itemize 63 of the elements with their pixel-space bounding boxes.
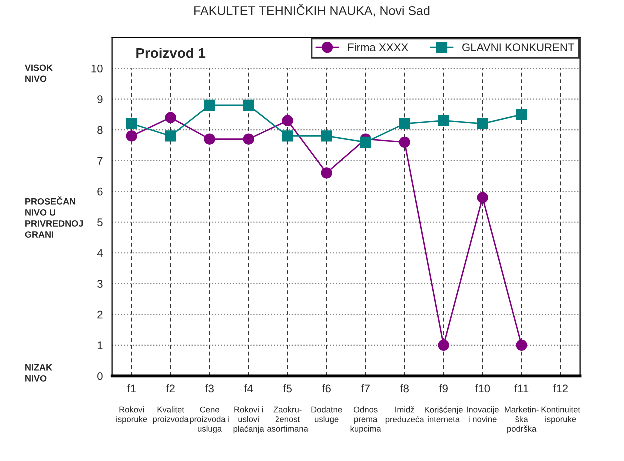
legend-label: GLAVNI KONKURENT bbox=[462, 44, 575, 52]
y-tick-label: 0 bbox=[98, 372, 103, 380]
y-tick-label: 3 bbox=[98, 280, 103, 288]
point bbox=[243, 100, 254, 112]
text: Inovacije i novine bbox=[467, 406, 499, 422]
point bbox=[204, 100, 216, 112]
x-tick-label: f11 bbox=[514, 384, 529, 393]
point bbox=[477, 192, 488, 204]
text: Odnos prema kupcima bbox=[350, 406, 382, 434]
point bbox=[438, 340, 450, 351]
y-tick-label: 8 bbox=[98, 126, 103, 134]
text: Rokovi i uslovi plaćanja bbox=[234, 406, 264, 434]
text: Rokovi isporuke bbox=[116, 406, 148, 424]
text: Cene proizvoda i usluga bbox=[190, 406, 230, 434]
x-tick-label: f7 bbox=[361, 384, 370, 393]
x-tick-label: f2 bbox=[166, 384, 175, 393]
y-tick-label: 4 bbox=[97, 250, 103, 258]
text: VISOK NIVO bbox=[25, 64, 53, 82]
y-tick-label: 10 bbox=[92, 64, 103, 73]
y-tick-label: 6 bbox=[98, 188, 103, 196]
chart-title: FAKULTET TEHNIČKIH NAUKA, Novi Sad bbox=[194, 4, 430, 17]
point bbox=[438, 115, 450, 126]
x-tick-label: f10 bbox=[475, 384, 490, 393]
x-tick-label: f3 bbox=[205, 384, 214, 393]
x-tick-label: f8 bbox=[400, 384, 409, 393]
text: Dodatne usluge bbox=[312, 406, 342, 424]
text: NIZAK NIVO bbox=[26, 364, 52, 382]
y-tick-label: 2 bbox=[98, 310, 103, 319]
point bbox=[126, 118, 138, 130]
x-tick-label: f9 bbox=[439, 384, 448, 393]
x-tick-label: f5 bbox=[283, 384, 292, 393]
point bbox=[399, 136, 410, 148]
y-tick-label: 5 bbox=[98, 218, 103, 227]
point bbox=[321, 130, 332, 142]
text: Zaokru- ženost asortimana bbox=[268, 406, 308, 432]
text: Kvalitet proizvoda bbox=[153, 406, 189, 424]
point bbox=[165, 130, 176, 142]
text: Kontinuitet isporuke bbox=[542, 406, 580, 424]
point bbox=[360, 136, 372, 148]
point bbox=[165, 112, 176, 124]
x-tick-label: f6 bbox=[322, 384, 331, 393]
point bbox=[516, 340, 528, 351]
point bbox=[321, 168, 332, 179]
text: Proizvod 1 bbox=[136, 48, 206, 58]
point bbox=[477, 118, 488, 130]
text: Korišćenje interneta bbox=[425, 406, 463, 422]
x-tick-label: f4 bbox=[244, 384, 254, 393]
text: PROSEČAN NIVO U PRIVREDNOJ GRANI bbox=[25, 196, 84, 238]
y-tick-label: 1 bbox=[98, 342, 103, 350]
point bbox=[204, 134, 216, 145]
point bbox=[399, 118, 410, 130]
point bbox=[282, 115, 294, 126]
legend-label: Firma XXXX bbox=[348, 43, 408, 52]
point bbox=[516, 109, 528, 120]
y-tick-label: 9 bbox=[98, 96, 103, 104]
point bbox=[282, 130, 294, 142]
text: Marketin- ška podrška bbox=[505, 406, 539, 434]
x-tick-label: f1 bbox=[127, 384, 136, 393]
point bbox=[126, 130, 138, 142]
x-tick-label: f12 bbox=[553, 384, 568, 393]
text: Imidž preduzeća bbox=[386, 406, 424, 424]
point bbox=[243, 134, 254, 145]
y-tick-label: 7 bbox=[98, 157, 103, 165]
